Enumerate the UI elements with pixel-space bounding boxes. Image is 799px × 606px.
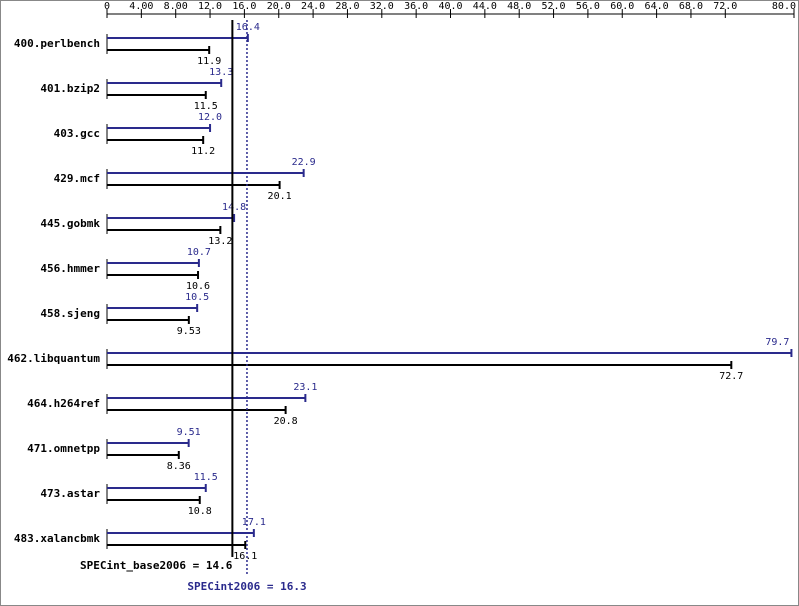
x-tick-label: 16.0 bbox=[232, 1, 256, 12]
value-label: 11.5 bbox=[194, 472, 218, 483]
value-label: 23.1 bbox=[293, 382, 317, 393]
x-tick-label: 20.0 bbox=[267, 1, 291, 12]
value-label: 20.8 bbox=[274, 416, 298, 427]
category-label: 464.h264ref bbox=[27, 397, 100, 410]
x-tick-label: 60.0 bbox=[610, 1, 634, 12]
value-label: 79.7 bbox=[765, 337, 789, 348]
x-tick-label: 44.0 bbox=[473, 1, 497, 12]
bar bbox=[107, 34, 249, 42]
bar bbox=[107, 361, 733, 369]
category-label: 473.astar bbox=[40, 487, 100, 500]
x-tick-label: 0 bbox=[104, 1, 110, 12]
category-label: 445.gobmk bbox=[40, 217, 100, 230]
value-label: 10.5 bbox=[185, 292, 209, 303]
category-label: 462.libquantum bbox=[7, 352, 100, 365]
value-label: 9.51 bbox=[177, 427, 201, 438]
x-tick-label: 48.0 bbox=[507, 1, 531, 12]
mean-label: SPECint2006 = 16.3 bbox=[187, 580, 306, 593]
bar bbox=[107, 91, 207, 99]
x-tick-label: 8.00 bbox=[164, 1, 188, 12]
bar bbox=[107, 394, 307, 402]
value-label: 11.9 bbox=[197, 56, 221, 67]
category-label: 471.omnetpp bbox=[27, 442, 100, 455]
x-tick-label: 52.0 bbox=[542, 1, 566, 12]
bar bbox=[107, 451, 180, 459]
mean-label: SPECint_base2006 = 14.6 bbox=[80, 559, 233, 572]
value-label: 10.8 bbox=[188, 506, 212, 517]
value-label: 14.8 bbox=[222, 202, 246, 213]
value-label: 8.36 bbox=[167, 461, 191, 472]
bar bbox=[107, 496, 201, 504]
bar bbox=[107, 214, 236, 222]
bar bbox=[107, 541, 247, 549]
category-label: 400.perlbench bbox=[14, 37, 100, 50]
category-label: 483.xalancbmk bbox=[14, 532, 100, 545]
bar bbox=[107, 124, 212, 132]
bar bbox=[107, 259, 200, 267]
value-label: 17.1 bbox=[242, 517, 266, 528]
bar bbox=[107, 529, 255, 537]
x-tick-label: 68.0 bbox=[679, 1, 703, 12]
bar bbox=[107, 271, 200, 279]
x-tick-label: 32.0 bbox=[370, 1, 394, 12]
bar bbox=[107, 316, 190, 324]
category-label: 458.sjeng bbox=[40, 307, 100, 320]
value-label: 16.4 bbox=[236, 22, 260, 33]
category-label: 456.hmmer bbox=[40, 262, 100, 275]
value-label: 13.3 bbox=[209, 67, 233, 78]
bar bbox=[107, 79, 223, 87]
bar bbox=[107, 349, 793, 357]
x-tick-label: 24.0 bbox=[301, 1, 325, 12]
value-label: 9.53 bbox=[177, 326, 201, 337]
bar bbox=[107, 136, 205, 144]
x-tick-label: 36.0 bbox=[404, 1, 428, 12]
value-label: 72.7 bbox=[719, 371, 743, 382]
category-label: 429.mcf bbox=[54, 172, 100, 185]
value-label: 16.1 bbox=[233, 551, 257, 562]
x-tick-label: 28.0 bbox=[335, 1, 359, 12]
bar bbox=[107, 181, 281, 189]
x-tick-label: 4.00 bbox=[129, 1, 153, 12]
x-tick-label: 40.0 bbox=[438, 1, 462, 12]
bar bbox=[107, 484, 207, 492]
value-label: 10.7 bbox=[187, 247, 211, 258]
value-label: 11.5 bbox=[194, 101, 218, 112]
value-label: 11.2 bbox=[191, 146, 215, 157]
category-label: 401.bzip2 bbox=[40, 82, 100, 95]
x-tick-label: 80.0 bbox=[772, 1, 796, 12]
x-tick-label: 72.0 bbox=[713, 1, 737, 12]
bar bbox=[107, 46, 211, 54]
value-label: 20.1 bbox=[268, 191, 292, 202]
x-tick-label: 64.0 bbox=[645, 1, 669, 12]
bar bbox=[107, 439, 190, 447]
value-label: 12.0 bbox=[198, 112, 222, 123]
x-tick-label: 12.0 bbox=[198, 1, 222, 12]
bar bbox=[107, 226, 222, 234]
bar bbox=[107, 406, 287, 414]
bar bbox=[107, 169, 305, 177]
value-label: 13.2 bbox=[208, 236, 232, 247]
category-label: 403.gcc bbox=[54, 127, 100, 140]
bar bbox=[107, 304, 199, 312]
x-tick-label: 56.0 bbox=[576, 1, 600, 12]
value-label: 10.6 bbox=[186, 281, 210, 292]
value-label: 22.9 bbox=[292, 157, 316, 168]
